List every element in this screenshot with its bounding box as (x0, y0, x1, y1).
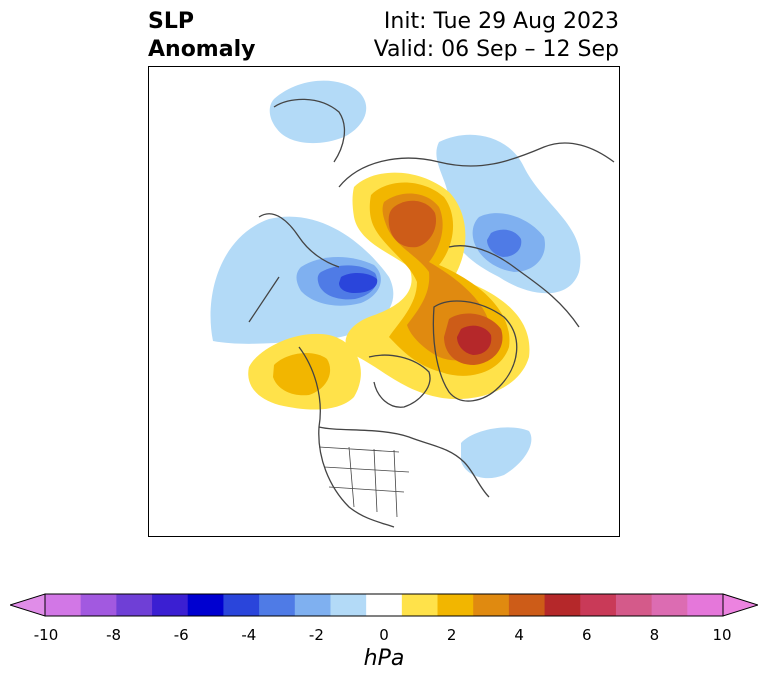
colorbar-segment (615, 594, 653, 616)
north-america-coastline (298, 346, 490, 528)
colorbar-segment (330, 594, 367, 616)
colorbar-segment (152, 594, 189, 616)
greenland-high-max (457, 325, 492, 355)
colorbar-tick-label: -4 (241, 626, 257, 644)
colorbar (10, 593, 758, 617)
colorbar-outline (44, 593, 724, 617)
colorbar-segment (687, 594, 724, 616)
alaska-coastline (248, 213, 340, 323)
anomaly-map (210, 80, 615, 528)
colorbar-segment (294, 594, 331, 616)
colorbar-segment (45, 594, 82, 616)
aleutian-low-core (339, 273, 378, 293)
negative-anomaly-shading (210, 80, 581, 479)
positive-anomaly-shading (248, 172, 530, 410)
europe-low-outer (436, 134, 581, 294)
colorbar-tick-label: -10 (33, 626, 59, 644)
colorbar-segment (437, 594, 474, 616)
europe-low-core (487, 229, 522, 257)
colorbar-segment (80, 594, 117, 616)
colorbar-segment (508, 594, 546, 616)
colorbar-segment (473, 594, 510, 616)
colorbar-tick-label: -2 (308, 626, 324, 644)
colorbar-units: hPa (363, 646, 405, 671)
greenland-coastline (432, 300, 518, 402)
hudson-bay-coastline (368, 354, 431, 408)
colorbar-tick-label: 6 (582, 626, 592, 644)
eurasia-coastline (273, 98, 615, 328)
arctic-high-core (388, 200, 437, 248)
colorbar-segment (259, 594, 296, 616)
map-title: SLP Anomaly (148, 8, 255, 64)
colorbar-tick-label: 4 (514, 626, 524, 644)
valid-date: Valid: 06 Sep – 12 Sep (373, 37, 619, 62)
colorbar-extend-high (722, 593, 758, 617)
colorbar-tick-label: 0 (379, 626, 389, 644)
colorbar-tick-label: 10 (712, 626, 732, 644)
colorbar-segment (116, 594, 153, 616)
map-panel (148, 66, 620, 537)
init-date: Init: Tue 29 Aug 2023 (383, 9, 619, 34)
colorbar-segment (223, 594, 260, 616)
colorbar-tick-label: 2 (446, 626, 457, 644)
us-state-lines (318, 446, 410, 518)
atlantic-low (461, 427, 532, 479)
canada-high-inner (273, 353, 331, 396)
coastlines (248, 98, 615, 528)
colorbar-segment (580, 594, 617, 616)
title-line-1: SLP (148, 9, 194, 34)
colorbar-segment (544, 594, 581, 616)
colorbar-segment (366, 594, 403, 616)
colorbar-tick-label: 8 (649, 626, 660, 644)
colorbar-segment (187, 594, 224, 616)
colorbar-segment (401, 594, 439, 616)
colorbar-segment (651, 594, 688, 616)
scandinavia-low (269, 80, 367, 144)
map-dates: Init: Tue 29 Aug 2023 Valid: 06 Sep – 12… (374, 8, 619, 64)
colorbar-tick-label: -6 (173, 626, 189, 644)
colorbar-extend-low (10, 593, 46, 617)
colorbar-tick-label: -8 (106, 626, 122, 644)
title-line-2: Anomaly (148, 37, 256, 62)
